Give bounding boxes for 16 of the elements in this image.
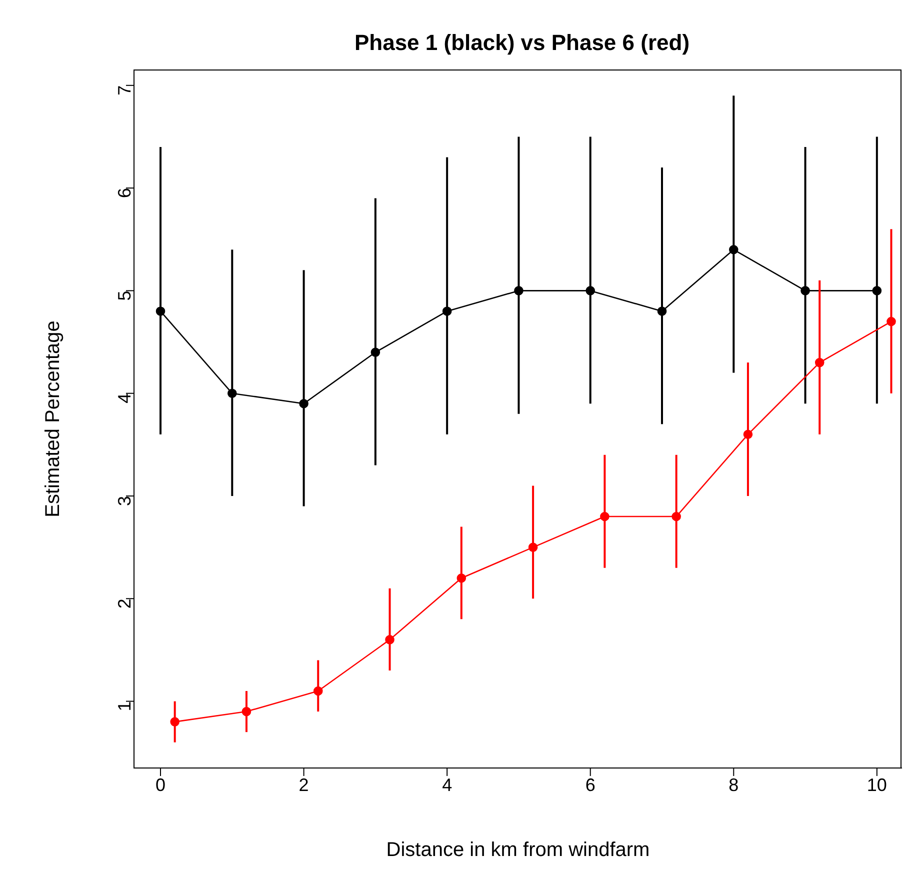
x-tick-label: 0 bbox=[156, 774, 166, 795]
y-axis-title: Estimated Percentage bbox=[42, 320, 64, 518]
x-tick-label: 10 bbox=[866, 774, 887, 795]
x-axis-title: Distance in km from windfarm bbox=[386, 839, 650, 861]
chart-title: Phase 1 (black) vs Phase 6 (red) bbox=[353, 30, 691, 56]
y-tick-label: 1 bbox=[114, 701, 134, 712]
x-tick-label: 4 bbox=[442, 774, 452, 795]
y-tick-label: 4 bbox=[114, 393, 134, 404]
y-tick-label: 2 bbox=[114, 598, 134, 609]
x-tick-label: 8 bbox=[728, 774, 739, 795]
y-tick-label: 6 bbox=[114, 188, 134, 198]
x-tick-label: 6 bbox=[585, 774, 596, 795]
y-tick-label: 7 bbox=[114, 85, 134, 96]
y-tick-label: 3 bbox=[114, 496, 134, 506]
y-tick-label: 5 bbox=[114, 290, 134, 301]
x-tick-label: 2 bbox=[298, 774, 309, 795]
